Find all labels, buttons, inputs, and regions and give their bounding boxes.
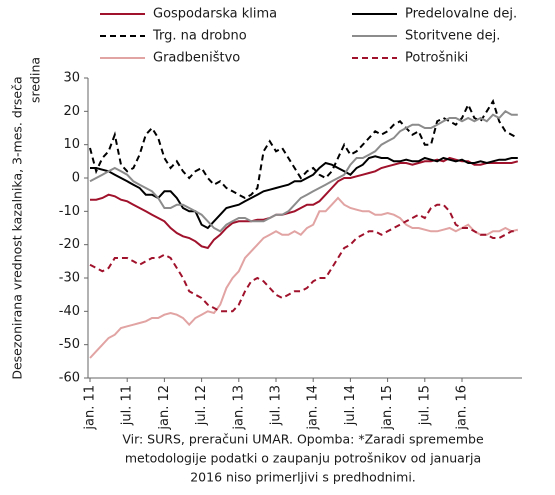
x-tick-label: jul. 15 (417, 385, 432, 426)
y-tick-label: -50 (59, 337, 80, 352)
x-tick-label: jan. 16 (455, 385, 470, 431)
y-tick-label: -40 (59, 304, 80, 319)
legend-label: Gradbeništvo (153, 51, 240, 66)
footer-note: 2016 niso primerljivi s predhodnimi. (190, 470, 416, 485)
x-tick-label: jul. 13 (269, 385, 284, 426)
y-tick-label: -60 (59, 371, 80, 386)
footer-note: Vir: SURS, preračuni UMAR. Opomba: *Zara… (122, 432, 484, 447)
x-tick-label: jan. 11 (83, 385, 98, 431)
legend-label: Gospodarska klima (153, 7, 277, 22)
x-tick-label: jan. 13 (231, 385, 246, 431)
x-tick-label: jan. 15 (380, 385, 395, 431)
x-tick-label: jul. 11 (120, 385, 135, 426)
series-line (89, 98, 519, 200)
legend-label: Predelovalne dej. (405, 7, 517, 22)
x-tick-label: jul. 12 (194, 385, 209, 426)
series-line (89, 203, 518, 313)
series-line (90, 155, 518, 230)
y-tick-label: 20 (63, 104, 80, 119)
x-tick-label: jan. 12 (157, 385, 172, 431)
legend-label: Storitvene dej. (405, 29, 500, 44)
y-tick-label: 0 (72, 171, 80, 186)
series-line (90, 156, 519, 250)
y-tick-label: 10 (63, 137, 80, 152)
y-axis-label: sredina (28, 57, 43, 103)
x-tick-label: jan. 14 (306, 385, 321, 431)
y-tick-label: -10 (59, 204, 80, 219)
y-axis-label: Desezonirana vrednost kazalnika, 3-mes. … (10, 76, 25, 379)
series-line (89, 110, 518, 233)
footer-note: metodologije podatki o zaupanju potrošni… (125, 451, 481, 466)
series-line (89, 196, 519, 359)
legend-label: Potrošniki (405, 51, 468, 66)
legend-label: Trg. na drobno (152, 29, 247, 44)
y-tick-label: -30 (59, 271, 80, 286)
x-tick-label: jul. 14 (343, 385, 358, 426)
y-tick-label: 30 (63, 71, 80, 86)
y-tick-label: -20 (59, 237, 80, 252)
